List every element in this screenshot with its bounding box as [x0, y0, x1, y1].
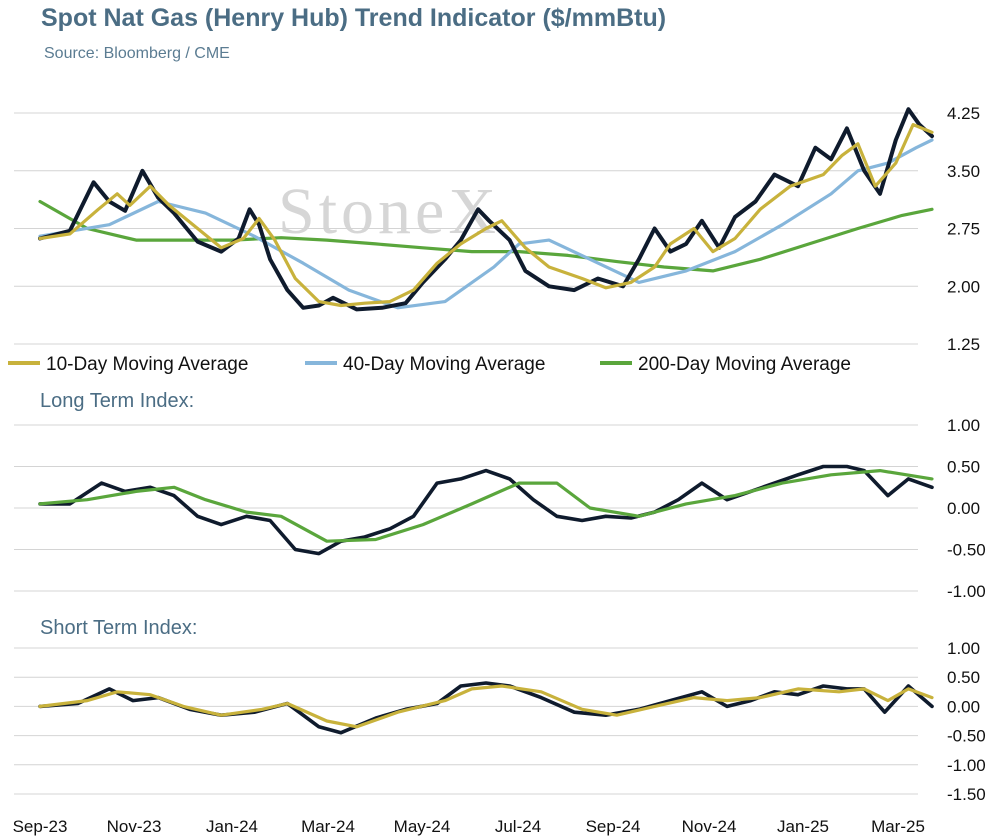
- x-tick-label: Jan-25: [777, 817, 829, 836]
- short-y-tick-label: -1.00: [947, 756, 986, 775]
- price-y-tick-label: 4.25: [947, 104, 980, 123]
- price-y-tick-label: 2.00: [947, 277, 980, 296]
- long-y-tick-label: -0.50: [947, 541, 986, 560]
- chart-title: Spot Nat Gas (Henry Hub) Trend Indicator…: [41, 4, 667, 32]
- short-y-tick-label: 0.50: [947, 668, 980, 687]
- x-tick-label: Nov-23: [107, 817, 162, 836]
- x-tick-label: Mar-25: [871, 817, 925, 836]
- short-gridlines: [14, 647, 918, 795]
- long-term-title: Long Term Index:: [40, 390, 195, 412]
- x-tick-label: Sep-24: [586, 817, 641, 836]
- short-term-title: Short Term Index:: [40, 617, 198, 639]
- legend-label-ma10: 10-Day Moving Average: [46, 354, 248, 375]
- short-y-ticks: 1.00 0.50 0.00 -0.50 -1.00 -1.50: [947, 639, 986, 804]
- long-price-line: [38, 464, 934, 556]
- 10-day-moving-average-line: [38, 122, 934, 308]
- x-tick-label: Jul-24: [495, 817, 541, 836]
- price-y-tick-label: 3.50: [947, 162, 980, 181]
- long-y-ticks: 1.00 0.50 0.00 -0.50 -1.00: [947, 416, 986, 601]
- 200-day-moving-average-line: [38, 199, 934, 273]
- x-tick-label: Sep-23: [13, 817, 68, 836]
- short-ma10-line: [38, 684, 934, 729]
- price-price-line: [38, 107, 934, 312]
- short-y-tick-label: 1.00: [947, 639, 980, 658]
- x-tick-label: May-24: [394, 817, 451, 836]
- long-y-tick-label: 0.00: [947, 499, 980, 518]
- x-tick-label: Nov-24: [682, 817, 737, 836]
- price-y-ticks: 4.25 3.50 2.75 2.00 1.25: [947, 104, 980, 354]
- legend-label-ma40: 40-Day Moving Average: [343, 354, 545, 375]
- short-y-tick-label: 0.00: [947, 697, 980, 716]
- chart-legend: 10-Day Moving Average 40-Day Moving Avera…: [8, 354, 851, 375]
- long-y-tick-label: 1.00: [947, 416, 980, 435]
- long-y-tick-label: 0.50: [947, 458, 980, 477]
- x-tick-label: Mar-24: [301, 817, 355, 836]
- x-axis-labels: Sep-23 Nov-23 Jan-24 Mar-24 May-24 Jul-24 Sep-…: [13, 817, 925, 836]
- stonex-watermark: StoneX: [278, 175, 500, 248]
- price-y-tick-label: 2.75: [947, 220, 980, 239]
- short-y-tick-label: -0.50: [947, 727, 986, 746]
- long-y-tick-label: -1.00: [947, 582, 986, 601]
- chart-source: Source: Bloomberg / CME: [44, 45, 230, 62]
- legend-label-ma200: 200-Day Moving Average: [638, 354, 851, 375]
- long-ma200-line: [38, 469, 934, 543]
- long-gridlines: [14, 424, 918, 592]
- short-y-tick-label: -1.50: [947, 785, 986, 804]
- price-y-tick-label: 1.25: [947, 335, 980, 354]
- x-tick-label: Jan-24: [206, 817, 258, 836]
- 40-day-moving-average-line: [38, 138, 934, 310]
- price-gridlines: [14, 112, 918, 345]
